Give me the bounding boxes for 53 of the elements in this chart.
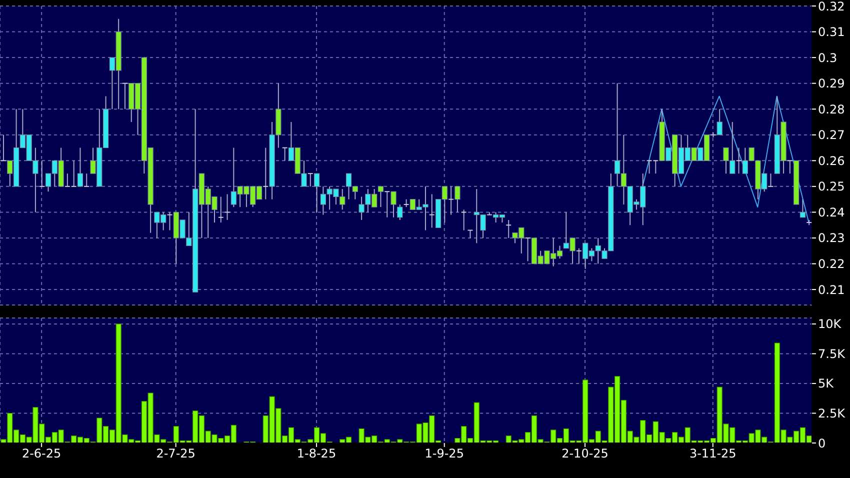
y-tick-label: 7.5K [818,346,846,361]
y-tick-label: 0.3 [818,50,838,65]
candlestick [122,82,128,110]
candlestick [787,160,792,174]
x-tick-label: 2-10-25 [562,446,608,461]
candlestick [461,209,466,231]
y-tick-label: 2.5K [818,406,846,420]
x-tick-label: 2-7-25 [156,446,196,461]
candlestick [308,173,313,187]
candlestick [218,196,224,224]
candlestick [576,248,582,264]
x-tick-label: 3-11-25 [689,446,736,461]
x-tick-label: 1-9-25 [424,446,464,461]
y-tick-label: 0.31 [818,25,845,40]
candlestick [736,147,742,174]
y-tick-label: 0.27 [818,128,845,142]
y-tick-label: 0.24 [818,205,845,220]
candlestick [77,147,84,187]
candlestick [429,194,434,228]
candlestick [716,108,722,136]
candlestick [397,204,403,220]
x-tick-label: 2-6-25 [22,446,62,461]
candlestick [525,237,530,262]
candlestick [768,173,774,187]
candlestick [378,186,384,208]
candlestick [486,212,492,216]
y-tick-label: 0.29 [818,76,845,91]
y-tick-label: 0.32 [818,0,845,14]
candlestick [1,134,6,162]
candlestick [390,191,396,218]
candlestick [468,230,473,238]
candlestick [800,198,806,218]
candlestick [384,191,390,218]
y-tick-label: 0.25 [818,180,845,194]
y-tick-label: 0 [818,436,826,450]
candlestick [167,212,172,231]
y-tick-label: 10K [818,317,842,332]
y-tick-label: 0.26 [818,154,845,168]
y-tick-label: 0.28 [818,102,845,116]
candlestick [282,147,288,162]
candlestick [454,186,460,213]
candlestick [84,173,90,187]
candlestick [263,147,268,200]
y-tick-label: 0.21 [818,282,845,297]
x-tick-label: 1-8-25 [296,446,336,461]
y-tick-label: 5K [818,376,835,391]
y-tick-label: 0.22 [818,257,845,272]
candlestick [506,219,512,238]
candlestick [314,173,320,213]
candlestick [448,186,454,216]
candlestick [39,160,44,187]
y-tick-label: 0.23 [818,231,845,246]
candlestick [224,194,230,220]
